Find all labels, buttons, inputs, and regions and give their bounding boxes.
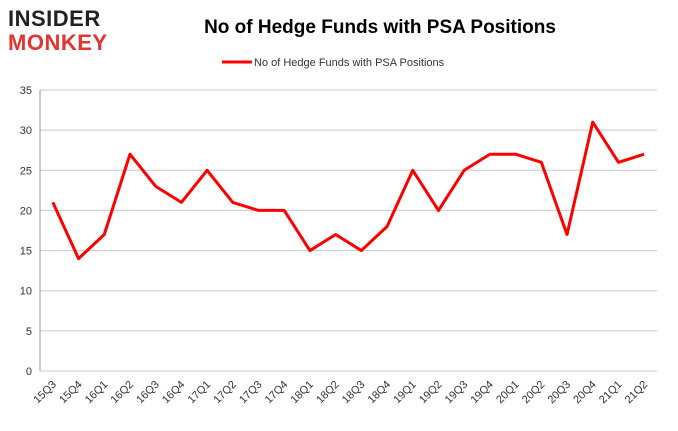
- y-tick-label: 35: [20, 85, 32, 97]
- x-tick-label: 21Q1: [597, 379, 625, 407]
- x-tick-label: 17Q4: [263, 379, 291, 407]
- y-tick-label: 15: [20, 246, 32, 258]
- x-tick-label: 19Q4: [468, 379, 496, 407]
- x-tick-label: 19Q3: [443, 379, 471, 407]
- x-tick-label: 21Q2: [623, 379, 651, 407]
- x-tick-label: 15Q4: [57, 379, 85, 407]
- y-tick-label: 25: [20, 165, 32, 177]
- x-tick-label: 19Q2: [417, 379, 445, 407]
- x-tick-label: 17Q3: [237, 379, 265, 407]
- x-tick-label: 19Q1: [391, 379, 419, 407]
- x-tick-label: 18Q3: [340, 379, 368, 407]
- x-tick-label: 16Q2: [109, 379, 137, 407]
- x-tick-label: 18Q4: [366, 379, 394, 407]
- y-tick-label: 5: [26, 326, 32, 338]
- x-tick-label: 16Q1: [83, 379, 111, 407]
- x-tick-label: 20Q1: [494, 379, 522, 407]
- y-tick-label: 10: [20, 286, 32, 298]
- x-tick-label: 20Q2: [520, 379, 548, 407]
- x-tick-label: 18Q1: [289, 379, 317, 407]
- line: [51, 120, 645, 261]
- x-tick-label: 20Q3: [546, 379, 574, 407]
- x-tick-label: 18Q2: [314, 379, 342, 407]
- y-tick-label: 30: [20, 125, 32, 137]
- legend-label: No of Hedge Funds with PSA Positions: [254, 57, 445, 69]
- logo-top: INSIDER: [8, 6, 101, 31]
- chart-title: No of Hedge Funds with PSA Positions: [204, 17, 556, 38]
- y-tick-label: 0: [26, 366, 32, 378]
- x-tick-label: 16Q4: [160, 379, 188, 407]
- x-tick-label: 17Q1: [186, 379, 214, 407]
- x-tick-label: 17Q2: [211, 379, 239, 407]
- x-tick-label: 20Q4: [571, 379, 599, 407]
- x-tick-label: 16Q3: [134, 379, 162, 407]
- y-tick-label: 20: [20, 205, 32, 217]
- logo-bottom: MONKEY: [8, 30, 108, 55]
- x-tick-label: 15Q3: [31, 379, 59, 407]
